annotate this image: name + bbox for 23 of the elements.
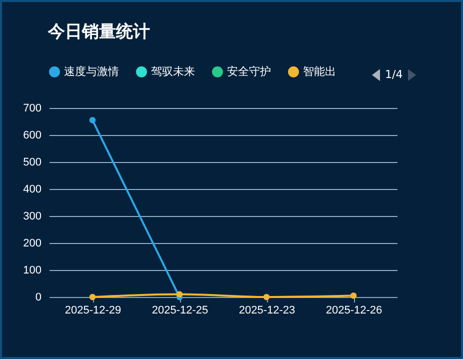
point [176,291,183,298]
chart-title: 今日销量统计 [48,21,150,43]
y-tick-label: 400 [23,184,42,196]
text: 1/4 [385,68,403,81]
point [89,116,96,124]
y-tick-label: 300 [23,210,42,222]
y-tick-label: 600 [23,130,42,142]
y-tick-label: 500 [23,156,42,168]
x-tick-label: 2025-12-25 [152,304,208,316]
point [350,292,357,299]
x-tick-label: 2025-12-29 [64,304,122,316]
y-tick-label: 200 [23,238,42,250]
point [263,294,270,300]
legend-label: 速度与激情 [64,64,119,78]
point [89,294,96,300]
legend-label: 安全守护 [227,64,271,78]
y-tick-label: 700 [23,102,42,114]
x-tick-label: 2025-12-26 [326,304,382,316]
y-tick-label: 0 [35,292,42,304]
x-tick-label: 2025-12-23 [238,304,296,316]
legend-label: 智能出 [303,64,336,78]
legend-label: 驾驭未来 [151,64,195,78]
y-tick-label: 100 [23,264,42,276]
